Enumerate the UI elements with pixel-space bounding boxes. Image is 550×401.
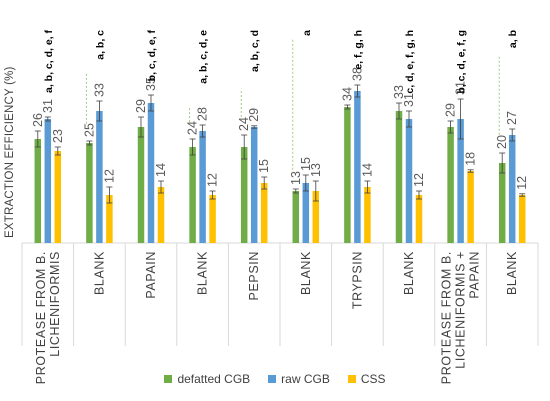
- legend-item-defatted-cgb: defatted CGB: [164, 372, 250, 386]
- category-label: PEPSIN: [247, 251, 261, 300]
- bar: [44, 119, 52, 243]
- bar: [415, 195, 423, 243]
- bar: [312, 191, 320, 243]
- legend-label-css: CSS: [360, 372, 386, 386]
- bar: [302, 183, 310, 243]
- data-label: 31: [402, 93, 416, 107]
- significance-label: a: [301, 30, 313, 36]
- category-label: LICHENIFORMIS: [48, 251, 62, 357]
- category-label: BLANK: [402, 251, 416, 295]
- data-label: 29: [444, 103, 458, 117]
- bar: [199, 131, 206, 243]
- data-label: 12: [206, 173, 220, 187]
- significance-label: a, b, c: [94, 30, 106, 60]
- data-label: 24: [186, 121, 200, 135]
- significance-label: c, d, e, f, g, h: [404, 30, 416, 94]
- legend-item-css: CSS: [347, 372, 386, 386]
- data-label: 38: [350, 67, 364, 81]
- data-label: 12: [515, 176, 529, 190]
- bar: [292, 191, 300, 243]
- legend-item-raw-cgb: raw CGB: [268, 372, 330, 386]
- data-label: 15: [299, 157, 313, 171]
- bar: [405, 119, 413, 243]
- significance-label: b, c, d, e, f: [146, 29, 158, 81]
- category-label: PAPAIN: [144, 251, 158, 299]
- data-label: 12: [412, 173, 426, 187]
- category-label: PAPAIN: [468, 251, 482, 299]
- data-label: 27: [505, 111, 519, 125]
- category-label: BLANK: [196, 251, 210, 295]
- bar: [147, 103, 155, 243]
- bar: [209, 195, 216, 243]
- data-label: 29: [134, 99, 148, 113]
- bar: [137, 127, 145, 243]
- bar: [54, 151, 62, 243]
- bar: [250, 127, 258, 243]
- data-label: 34: [340, 87, 354, 101]
- data-label: 33: [92, 83, 106, 97]
- bar: [34, 139, 42, 243]
- data-label: 26: [31, 113, 45, 127]
- data-label: 28: [196, 107, 210, 121]
- bar: [344, 107, 351, 243]
- significance-label: e, f, g, h: [352, 30, 364, 70]
- data-label: 31: [41, 99, 55, 113]
- category-label: PROTEASE FROM B.: [34, 251, 48, 384]
- bar: [96, 111, 103, 243]
- data-label: 25: [82, 123, 96, 137]
- data-label: 13: [289, 171, 303, 185]
- data-label: 35: [144, 77, 158, 91]
- data-label: 13: [309, 163, 323, 177]
- bar: [395, 111, 403, 243]
- significance-label: a, b, c, d, e, f: [43, 29, 55, 93]
- legend: defatted CGB raw CGB CSS: [0, 372, 550, 386]
- bar: [467, 171, 474, 243]
- data-label: 33: [392, 85, 406, 99]
- bar: [157, 187, 165, 243]
- bar: [240, 147, 248, 243]
- category-label: BLANK: [92, 251, 106, 295]
- legend-swatch-defatted-cgb: [164, 375, 173, 383]
- data-label: 29: [247, 108, 261, 122]
- bar: [457, 119, 464, 243]
- category-labels: PROTEASE FROM B. LICHENIFORMIS BLANK PAPAIN…: [34, 251, 519, 384]
- data-label: 24: [237, 117, 251, 131]
- data-label: 14: [360, 163, 374, 177]
- y-axis-title: EXTRACTION EFFICIENCY (%): [4, 66, 16, 238]
- legend-label-defatted-cgb: defatted CGB: [177, 372, 251, 386]
- significance-label: a, b, c, d: [249, 30, 261, 72]
- category-label: PROTEASE FROM B.: [440, 251, 454, 384]
- legend-swatch-css: [347, 375, 356, 383]
- significance-label: a, b, c, d, e: [198, 30, 210, 84]
- data-label: 31: [454, 81, 468, 95]
- legend-swatch-raw-cgb: [268, 375, 277, 383]
- category-label: LICHENIFORMIS +: [454, 251, 468, 369]
- category-label: BLANK: [505, 251, 519, 295]
- bar: [86, 143, 93, 243]
- bars: [34, 84, 526, 243]
- category-label: TRYPSIN: [350, 251, 364, 309]
- legend-label-raw-cgb: raw CGB: [281, 372, 330, 386]
- bar: [498, 163, 506, 243]
- data-label: 20: [495, 135, 509, 149]
- data-label: 23: [51, 129, 65, 143]
- category-label: BLANK: [299, 251, 313, 295]
- bar: [518, 195, 526, 243]
- bar: [364, 187, 371, 243]
- bar: [106, 195, 113, 243]
- significance-label: a, b: [507, 30, 519, 48]
- bar: [447, 127, 454, 243]
- significance-label: b, c, d, e, f, g: [456, 30, 468, 94]
- data-label: 15: [257, 159, 271, 173]
- bar: [260, 183, 268, 243]
- bar: [189, 147, 196, 243]
- data-label: 14: [154, 163, 168, 177]
- bar: [354, 91, 361, 243]
- bar: [508, 135, 516, 243]
- data-label: 18: [464, 152, 478, 166]
- data-label: 12: [102, 169, 116, 183]
